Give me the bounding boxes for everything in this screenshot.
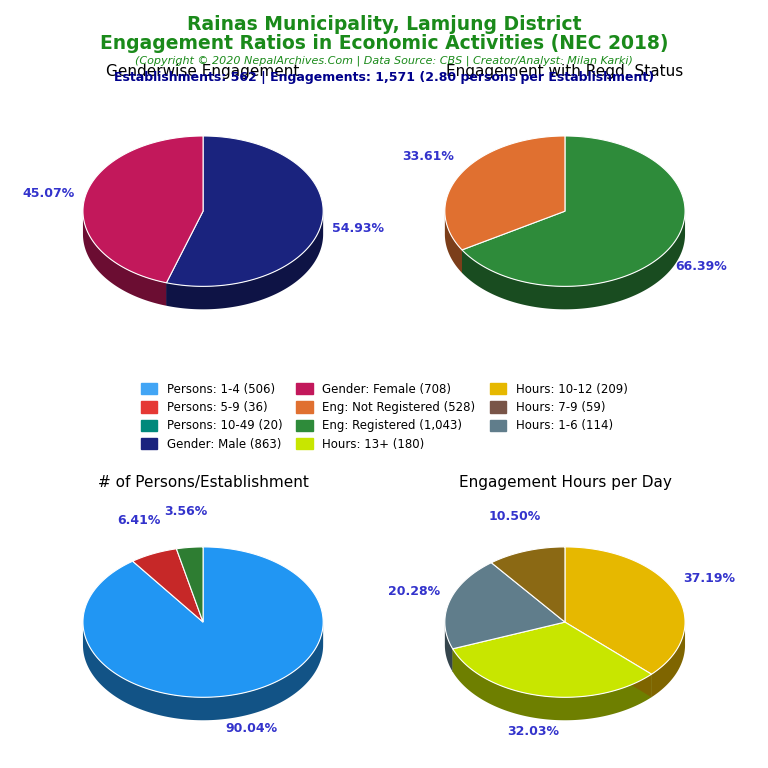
Text: 10.50%: 10.50% bbox=[488, 510, 541, 523]
Polygon shape bbox=[462, 136, 685, 286]
Polygon shape bbox=[651, 621, 685, 697]
Polygon shape bbox=[83, 621, 323, 720]
Polygon shape bbox=[83, 210, 167, 306]
Legend: Persons: 1-4 (506), Persons: 5-9 (36), Persons: 10-49 (20), Gender: Male (863), : Persons: 1-4 (506), Persons: 5-9 (36), P… bbox=[141, 382, 627, 451]
Polygon shape bbox=[565, 547, 685, 674]
Polygon shape bbox=[462, 211, 565, 273]
Polygon shape bbox=[445, 136, 565, 250]
Polygon shape bbox=[133, 549, 203, 622]
Text: 54.93%: 54.93% bbox=[332, 222, 384, 235]
Title: Genderwise Engagement: Genderwise Engagement bbox=[106, 65, 300, 79]
Polygon shape bbox=[452, 649, 651, 720]
Text: 66.39%: 66.39% bbox=[675, 260, 727, 273]
Polygon shape bbox=[167, 210, 323, 310]
Polygon shape bbox=[462, 211, 685, 310]
Polygon shape bbox=[177, 547, 203, 622]
Text: Establishments: 562 | Engagements: 1,571 (2.80 persons per Establishment): Establishments: 562 | Engagements: 1,571… bbox=[114, 71, 654, 84]
Polygon shape bbox=[565, 622, 651, 697]
Text: 20.28%: 20.28% bbox=[388, 585, 440, 598]
Polygon shape bbox=[565, 622, 651, 697]
Title: # of Persons/Establishment: # of Persons/Establishment bbox=[98, 475, 309, 491]
Text: 33.61%: 33.61% bbox=[402, 150, 455, 163]
Text: Engagement Ratios in Economic Activities (NEC 2018): Engagement Ratios in Economic Activities… bbox=[100, 34, 668, 53]
Text: 6.41%: 6.41% bbox=[117, 514, 161, 527]
Polygon shape bbox=[492, 547, 565, 622]
Polygon shape bbox=[167, 211, 203, 306]
Polygon shape bbox=[462, 211, 565, 273]
Polygon shape bbox=[445, 563, 565, 649]
Title: Engagement Hours per Day: Engagement Hours per Day bbox=[458, 475, 671, 491]
Polygon shape bbox=[445, 210, 462, 273]
Polygon shape bbox=[167, 136, 323, 286]
Polygon shape bbox=[445, 621, 452, 672]
Text: 90.04%: 90.04% bbox=[225, 722, 277, 735]
Text: Rainas Municipality, Lamjung District: Rainas Municipality, Lamjung District bbox=[187, 15, 581, 35]
Polygon shape bbox=[452, 622, 565, 672]
Text: 37.19%: 37.19% bbox=[683, 572, 735, 585]
Text: 32.03%: 32.03% bbox=[508, 725, 560, 738]
Polygon shape bbox=[83, 547, 323, 697]
Text: 45.07%: 45.07% bbox=[22, 187, 74, 200]
Polygon shape bbox=[167, 211, 203, 306]
Polygon shape bbox=[452, 622, 565, 672]
Title: Engagement with Regd. Status: Engagement with Regd. Status bbox=[446, 65, 684, 79]
Polygon shape bbox=[452, 622, 651, 697]
Text: 3.56%: 3.56% bbox=[164, 505, 207, 518]
Text: (Copyright © 2020 NepalArchives.Com | Data Source: CBS | Creator/Analyst: Milan : (Copyright © 2020 NepalArchives.Com | Da… bbox=[135, 55, 633, 66]
Polygon shape bbox=[83, 136, 203, 283]
